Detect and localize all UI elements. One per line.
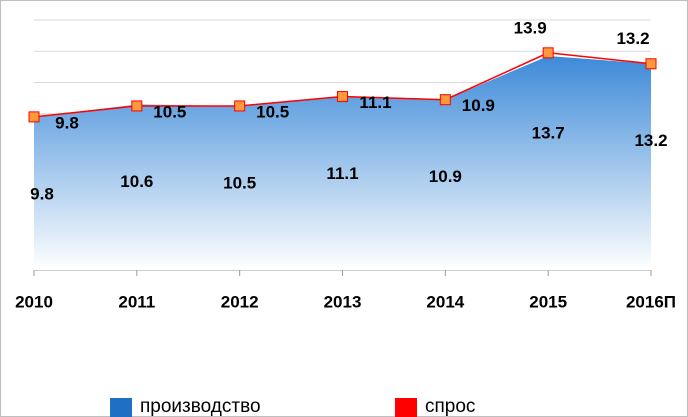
data-label: 13.9 <box>514 18 547 37</box>
data-label: 10.6 <box>120 172 153 191</box>
data-label: 10.5 <box>223 173 256 192</box>
data-label: 11.1 <box>359 93 391 112</box>
data-label: 9.8 <box>55 113 79 132</box>
data-label: 10.9 <box>462 96 495 115</box>
x-tick-label: 2014 <box>426 292 464 311</box>
data-label: 9.8 <box>30 184 54 203</box>
data-label: 11.1 <box>326 164 358 183</box>
marker <box>28 111 40 123</box>
legend-label: производство <box>140 396 261 417</box>
legend-swatch <box>395 398 417 417</box>
marker <box>131 100 143 112</box>
data-label: 10.9 <box>429 167 462 186</box>
marker <box>542 47 554 59</box>
data-label: 13.2 <box>616 29 649 48</box>
x-tick-label: 2012 <box>221 292 259 311</box>
x-tick-label: 2011 <box>118 292 155 311</box>
data-label: 10.5 <box>256 102 289 121</box>
x-tick-label: 2013 <box>324 292 362 311</box>
legend-label: спрос <box>425 396 475 417</box>
x-tick-label: 2010 <box>15 292 53 311</box>
marker <box>645 58 657 70</box>
area <box>34 55 651 270</box>
data-label: 13.2 <box>634 131 667 150</box>
x-tick-label: 2016П <box>626 292 676 311</box>
data-label: 13.7 <box>532 123 565 142</box>
x-tick-label: 2015 <box>529 292 567 311</box>
marker <box>234 100 246 112</box>
data-label: 10.5 <box>153 102 186 121</box>
legend-swatch <box>110 398 132 417</box>
marker <box>439 94 451 106</box>
marker <box>337 91 348 103</box>
